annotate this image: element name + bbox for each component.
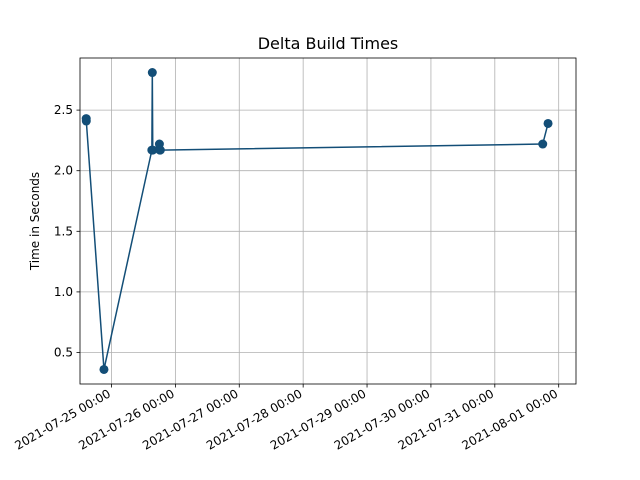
data-point (148, 145, 158, 155)
y-tick-label: 0.5 (54, 345, 73, 359)
data-point (81, 116, 91, 126)
y-axis-label: Time in Seconds (28, 172, 42, 271)
y-tick-label: 1.5 (54, 224, 73, 238)
y-tick-label: 2.5 (54, 103, 73, 117)
y-tick-label: 2.0 (54, 164, 73, 178)
chart-title: Delta Build Times (258, 34, 399, 53)
data-point (155, 145, 165, 155)
data-point (538, 139, 548, 149)
plot-frame (79, 57, 577, 385)
series-marker-group (81, 68, 553, 374)
y-tick-label: 1.0 (54, 285, 73, 299)
data-point (99, 364, 109, 374)
grid (80, 58, 576, 384)
data-point (147, 68, 157, 78)
data-point (543, 118, 553, 128)
